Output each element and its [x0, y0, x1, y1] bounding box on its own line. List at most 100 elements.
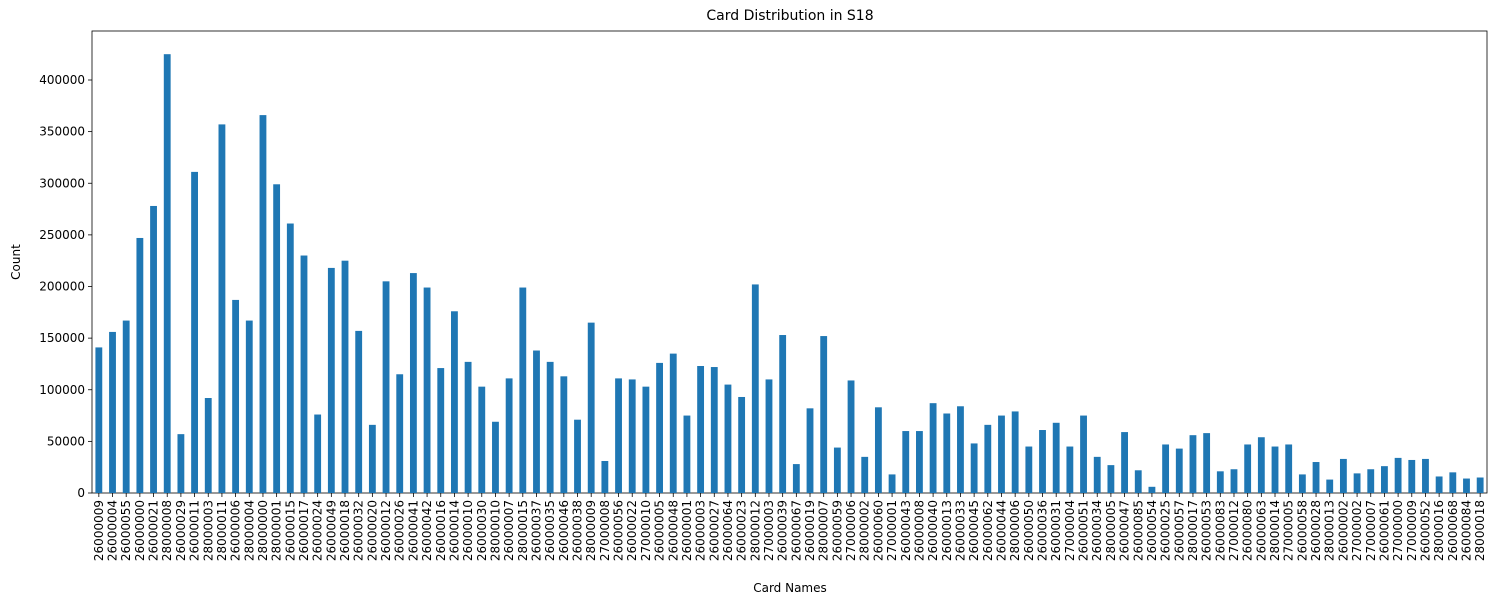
bar	[136, 237, 144, 493]
bar	[1134, 470, 1142, 493]
x-tick-label: 26000064	[721, 500, 735, 561]
x-tick-label: 26000004	[106, 500, 120, 561]
x-tick-label: 26000060	[871, 500, 885, 561]
plot-frame	[91, 30, 1488, 494]
x-tick-label: 28000001	[270, 500, 284, 561]
y-tick-label: 350000	[39, 125, 85, 139]
bar	[204, 398, 212, 493]
bar	[984, 424, 992, 493]
bar	[423, 287, 431, 493]
bar	[833, 447, 841, 493]
x-tick-label: 28000010	[488, 500, 502, 561]
bar	[464, 361, 472, 493]
x-tick-label: 27000002	[1350, 500, 1364, 561]
x-tick-label: 26000063	[1254, 500, 1268, 561]
x-tick-label: 26000044	[994, 500, 1008, 561]
y-tick-label: 400000	[39, 73, 85, 87]
x-tick-label: 26000002	[1336, 500, 1350, 561]
x-tick-label: 26000008	[912, 500, 926, 561]
x-tick-label: 26000062	[981, 500, 995, 561]
x-tick-label: 26000018	[338, 500, 352, 561]
bar	[998, 415, 1005, 493]
x-tick-label: 26000015	[283, 500, 297, 561]
x-tick-label: 26000041	[406, 500, 420, 561]
x-tick-label: 27000003	[762, 500, 776, 561]
bar	[1216, 471, 1224, 493]
x-tick-label: 27000010	[639, 500, 653, 561]
x-tick-label: 27000001	[885, 500, 899, 561]
x-tick-label: 26000022	[625, 500, 639, 561]
x-tick-label: 26000056	[612, 500, 626, 561]
x-tick-label: 26000014	[447, 500, 461, 561]
bar	[888, 474, 896, 493]
x-tick-label: 26000017	[297, 500, 311, 561]
x-tick-label: 26000085	[1131, 500, 1145, 561]
x-tick-label: 28000004	[242, 500, 256, 561]
x-tick-label: 28000011	[215, 500, 229, 561]
bar	[1257, 437, 1265, 493]
x-tick-label: 27000007	[1364, 500, 1378, 561]
bar	[341, 260, 349, 493]
bar	[1039, 430, 1046, 493]
x-tick-label: 26000000	[133, 500, 147, 561]
bar	[574, 419, 581, 493]
x-tick-label: 28000012	[748, 500, 762, 561]
x-tick-label: 26000049	[324, 500, 338, 561]
bar	[1353, 473, 1361, 493]
bar	[1408, 459, 1416, 493]
x-tick-label: 26000084	[1459, 500, 1473, 561]
x-tick-label: 26000061	[1377, 500, 1391, 561]
bar	[368, 424, 376, 493]
bar	[792, 464, 800, 493]
bar	[1066, 446, 1074, 493]
bar	[1148, 486, 1156, 493]
chart-title: Card Distribution in S18	[706, 8, 873, 24]
y-tick-label: 300000	[39, 176, 85, 190]
x-tick-label: 28000018	[1473, 500, 1487, 561]
x-tick-label: 28000003	[201, 500, 215, 561]
bar	[163, 54, 171, 493]
bar	[710, 367, 718, 493]
bar	[505, 378, 513, 493]
x-tick-label: 26000051	[1077, 500, 1091, 561]
x-tick-label: 26000048	[666, 500, 680, 561]
x-tick-label: 28000000	[256, 500, 270, 561]
bar	[943, 413, 951, 493]
x-tick-label: 26000024	[311, 500, 325, 561]
bar	[1011, 411, 1019, 493]
bar	[820, 336, 828, 493]
bar	[300, 255, 308, 493]
x-tick-label: 26000005	[653, 500, 667, 561]
x-tick-label: 28000007	[817, 500, 831, 561]
bar	[492, 421, 499, 493]
y-tick-label: 250000	[39, 228, 85, 242]
bar	[874, 407, 882, 493]
bar	[1463, 478, 1470, 493]
bar	[765, 379, 773, 493]
x-tick-label: 28000016	[1432, 500, 1446, 561]
bar	[656, 362, 663, 493]
x-tick-label: 26000053	[1200, 500, 1214, 561]
x-tick-label: 26000054	[1145, 500, 1159, 561]
x-tick-label: 26000034	[1090, 500, 1104, 561]
x-tick-label: 26000009	[92, 500, 106, 561]
x-tick-label: 26000052	[1418, 500, 1432, 561]
bar	[1162, 444, 1170, 493]
bar	[779, 335, 787, 493]
bar	[1121, 432, 1128, 493]
bar	[478, 386, 486, 493]
x-tick-label: 26000027	[707, 500, 721, 561]
bar	[929, 403, 937, 493]
x-tick-label: 26000080	[1241, 500, 1255, 561]
x-tick-label: 26000032	[352, 500, 366, 561]
bar	[546, 361, 554, 493]
bar	[1107, 465, 1115, 493]
bar	[1244, 444, 1252, 493]
bar	[1381, 466, 1388, 493]
bar	[451, 311, 458, 493]
x-tick-label: 26000031	[1049, 500, 1063, 561]
x-tick-label: 27000004	[1063, 500, 1077, 561]
bar	[1093, 456, 1101, 493]
bar	[902, 431, 910, 493]
bar	[601, 460, 609, 493]
